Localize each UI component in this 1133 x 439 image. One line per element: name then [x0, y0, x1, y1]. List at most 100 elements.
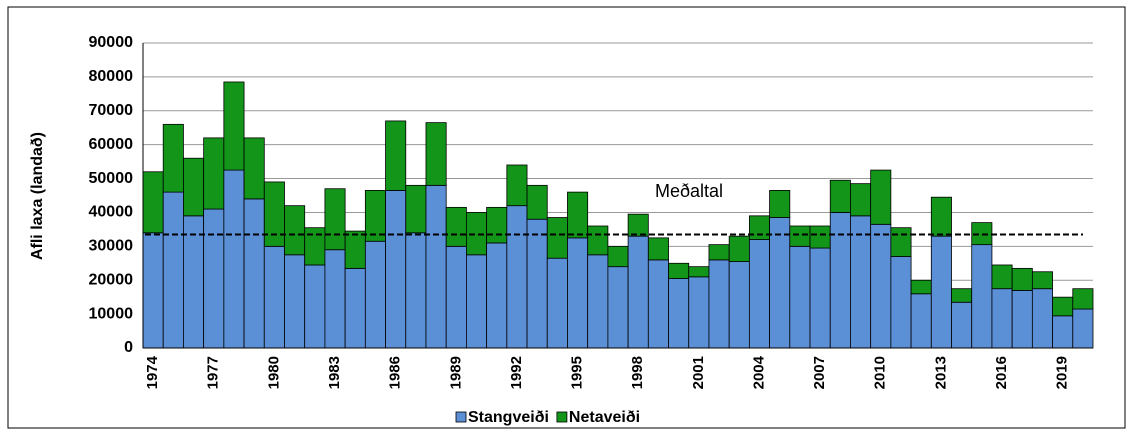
bar-segment [243, 137, 265, 200]
bar-segment [971, 244, 993, 349]
bar-segment [688, 276, 710, 349]
bar-segment [870, 223, 892, 349]
x-tick-label: 1983 [326, 356, 343, 389]
y-tick-label: 20000 [89, 271, 134, 288]
bar-segment [951, 301, 973, 349]
bar-segment [284, 205, 306, 256]
bar-segment [1031, 288, 1053, 349]
bar-segment [870, 169, 892, 225]
bar-segment [364, 240, 386, 349]
bar-segment [587, 225, 609, 256]
x-tick-label: 2007 [811, 356, 828, 389]
bar-segment [890, 227, 912, 257]
bar-segment [526, 218, 548, 349]
bar-segment [405, 232, 427, 349]
bar-segment [324, 249, 346, 349]
bar-segment [546, 257, 568, 349]
x-tick-label: 1989 [447, 356, 464, 389]
bar-segment [546, 217, 568, 259]
bar-segment [243, 198, 265, 349]
bar-segment [1011, 289, 1033, 349]
y-tick-label: 50000 [89, 170, 134, 187]
x-tick-label: 1977 [205, 356, 222, 389]
bar-segment [647, 259, 669, 349]
y-tick-label: 70000 [89, 102, 134, 119]
bar-segment [607, 266, 629, 349]
bar-segment [1072, 288, 1094, 310]
legend-swatch [556, 411, 568, 423]
x-tick-label: 2001 [690, 356, 707, 389]
bar-segment [486, 242, 508, 349]
bar-segment [223, 81, 245, 171]
y-tick-label: 0 [124, 339, 133, 356]
bar-segment [284, 254, 306, 349]
bar-segment [567, 237, 589, 349]
bar-segment [789, 245, 811, 349]
bar-segment [748, 215, 770, 240]
bar-segment [809, 225, 831, 249]
bar-segment [1011, 267, 1033, 291]
bar-segment [587, 254, 609, 349]
bar-segment [1052, 296, 1074, 317]
bar-segment [263, 181, 285, 247]
bar-segment [162, 191, 184, 349]
bar-segment [223, 169, 245, 349]
bar-segment [930, 235, 952, 349]
bar-segment [466, 254, 488, 349]
bar-segment [668, 262, 690, 279]
bar-segment [183, 215, 205, 349]
x-tick-label: 1986 [387, 356, 404, 389]
bar-segment [991, 288, 1013, 349]
bar-segment [991, 264, 1013, 290]
bar-segment [162, 123, 184, 193]
bar-segment [627, 213, 649, 237]
y-axis-label: Afli laxa (landað) [29, 132, 46, 260]
bar-segment [445, 245, 467, 349]
legend-label: Stangveiði [468, 409, 549, 426]
bar-segment [304, 227, 326, 266]
bar-segment [728, 235, 750, 262]
bar-segment [850, 215, 872, 349]
bar-segment [910, 293, 932, 349]
bar-segment [910, 279, 932, 295]
bar-segment [748, 239, 770, 349]
x-tick-label: 1998 [629, 356, 646, 389]
bar-segment [829, 212, 851, 349]
bar-segment [445, 206, 467, 247]
bar-segment [405, 184, 427, 234]
bar-segment [1072, 308, 1094, 349]
bar-segment [506, 164, 528, 207]
bar-segment [344, 230, 366, 269]
x-tick-label: 2016 [993, 356, 1010, 389]
bar-segment [142, 232, 164, 349]
x-tick-label: 2010 [872, 356, 889, 389]
bar-segment [708, 244, 730, 261]
y-tick-label: 80000 [89, 68, 134, 85]
x-tick-label: 2004 [750, 355, 767, 389]
bar-segment [263, 245, 285, 349]
bar-segment [930, 196, 952, 237]
bar-segment [304, 264, 326, 349]
y-tick-label: 90000 [89, 34, 134, 51]
bar-segment [627, 235, 649, 349]
bar-segment [344, 267, 366, 349]
bar-segment [769, 217, 791, 349]
bar-segment [951, 288, 973, 303]
bar-segment [1052, 315, 1074, 349]
x-tick-label: 1992 [508, 356, 525, 389]
bar-segment [1031, 271, 1053, 290]
bar-segment [183, 157, 205, 217]
y-tick-label: 60000 [89, 136, 134, 153]
x-tick-label: 1980 [265, 356, 282, 389]
bar-segment [203, 137, 225, 210]
bar-segment [425, 122, 447, 186]
bar-segment [607, 245, 629, 268]
bar-segment [486, 206, 508, 244]
bar-segment [769, 190, 791, 218]
bar-segment [850, 183, 872, 217]
reference-label: Meðaltal [655, 181, 723, 201]
bar-segment [829, 179, 851, 213]
y-tick-label: 30000 [89, 238, 134, 255]
bar-segment [567, 191, 589, 239]
